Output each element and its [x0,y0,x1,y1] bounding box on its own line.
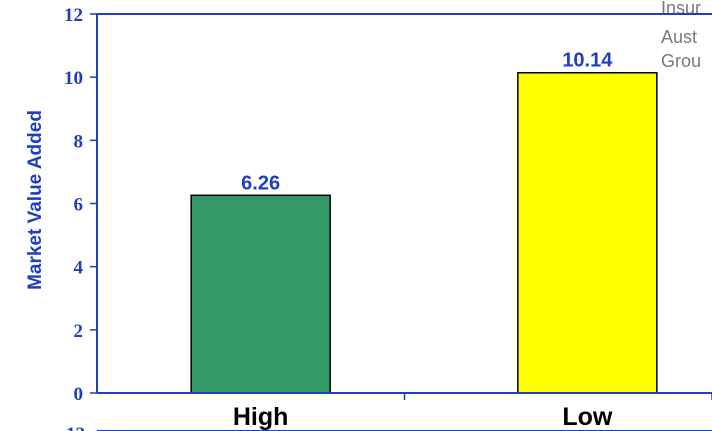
y-tick-label: 12 [64,5,83,26]
clipped-legend-line-3: Grou [661,51,701,71]
y-tick-label: 0 [74,384,84,405]
x-tick-label: High [233,403,289,431]
clipped-second-chart-tick: 12 [66,424,85,431]
data-labels: 6.26 10.14 [241,50,613,195]
clipped-legend-line-1: Insur [661,0,701,18]
bars [190,71,658,394]
bar [190,194,331,394]
clipped-legend-text: Insur Aust Grou [661,0,701,71]
y-axis-label: Market Value Added [25,110,46,290]
y-tick-label: 10 [64,68,83,89]
data-label: 6.26 [241,172,280,194]
clipped-legend-line-2: Aust [661,27,697,47]
data-label: 10.14 [562,50,613,72]
x-tick-label: Low [562,403,613,431]
y-tick-label: 2 [74,321,84,342]
y-tick-label: 4 [74,258,84,279]
bar [517,71,658,394]
y-tick-label: 6 [74,195,84,216]
y-tick-label: 8 [74,131,84,152]
x-tick-labels: High Low [233,393,712,431]
y-tick-labels: 0 2 4 6 8 10 12 [64,5,97,405]
